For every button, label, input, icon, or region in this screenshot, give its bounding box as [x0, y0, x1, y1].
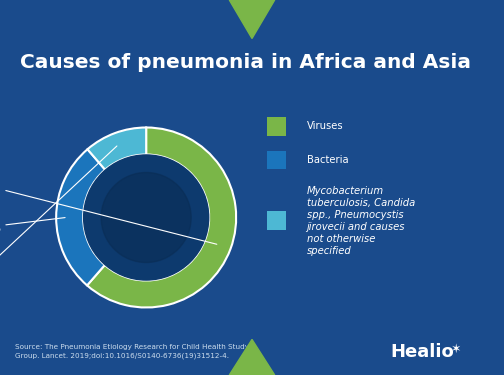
- Text: Bacteria: Bacteria: [306, 155, 348, 165]
- FancyBboxPatch shape: [267, 211, 286, 230]
- Text: Source: The Pneumonia Etiology Research for Child Health Study
Group. Lancet. 20: Source: The Pneumonia Etiology Research …: [15, 344, 249, 358]
- Text: Mycobacterium
tuberculosis, Candida
spp., Pneumocystis
jirovecii and causes
not : Mycobacterium tuberculosis, Candida spp.…: [306, 186, 415, 256]
- Circle shape: [101, 172, 191, 262]
- Text: 11.3%: 11.3%: [0, 146, 117, 282]
- Text: ✶: ✶: [451, 343, 462, 356]
- Polygon shape: [229, 339, 275, 375]
- Wedge shape: [56, 149, 105, 285]
- Circle shape: [84, 155, 209, 280]
- Polygon shape: [229, 0, 275, 39]
- Text: 61.4%: 61.4%: [0, 177, 217, 244]
- Text: 27.3%: 27.3%: [0, 217, 65, 235]
- Wedge shape: [87, 128, 236, 308]
- FancyBboxPatch shape: [267, 151, 286, 170]
- Text: Healio: Healio: [391, 344, 454, 362]
- Text: Causes of pneumonia in Africa and Asia: Causes of pneumonia in Africa and Asia: [20, 53, 471, 72]
- Wedge shape: [88, 128, 146, 170]
- FancyBboxPatch shape: [267, 117, 286, 136]
- Text: Viruses: Viruses: [306, 122, 343, 132]
